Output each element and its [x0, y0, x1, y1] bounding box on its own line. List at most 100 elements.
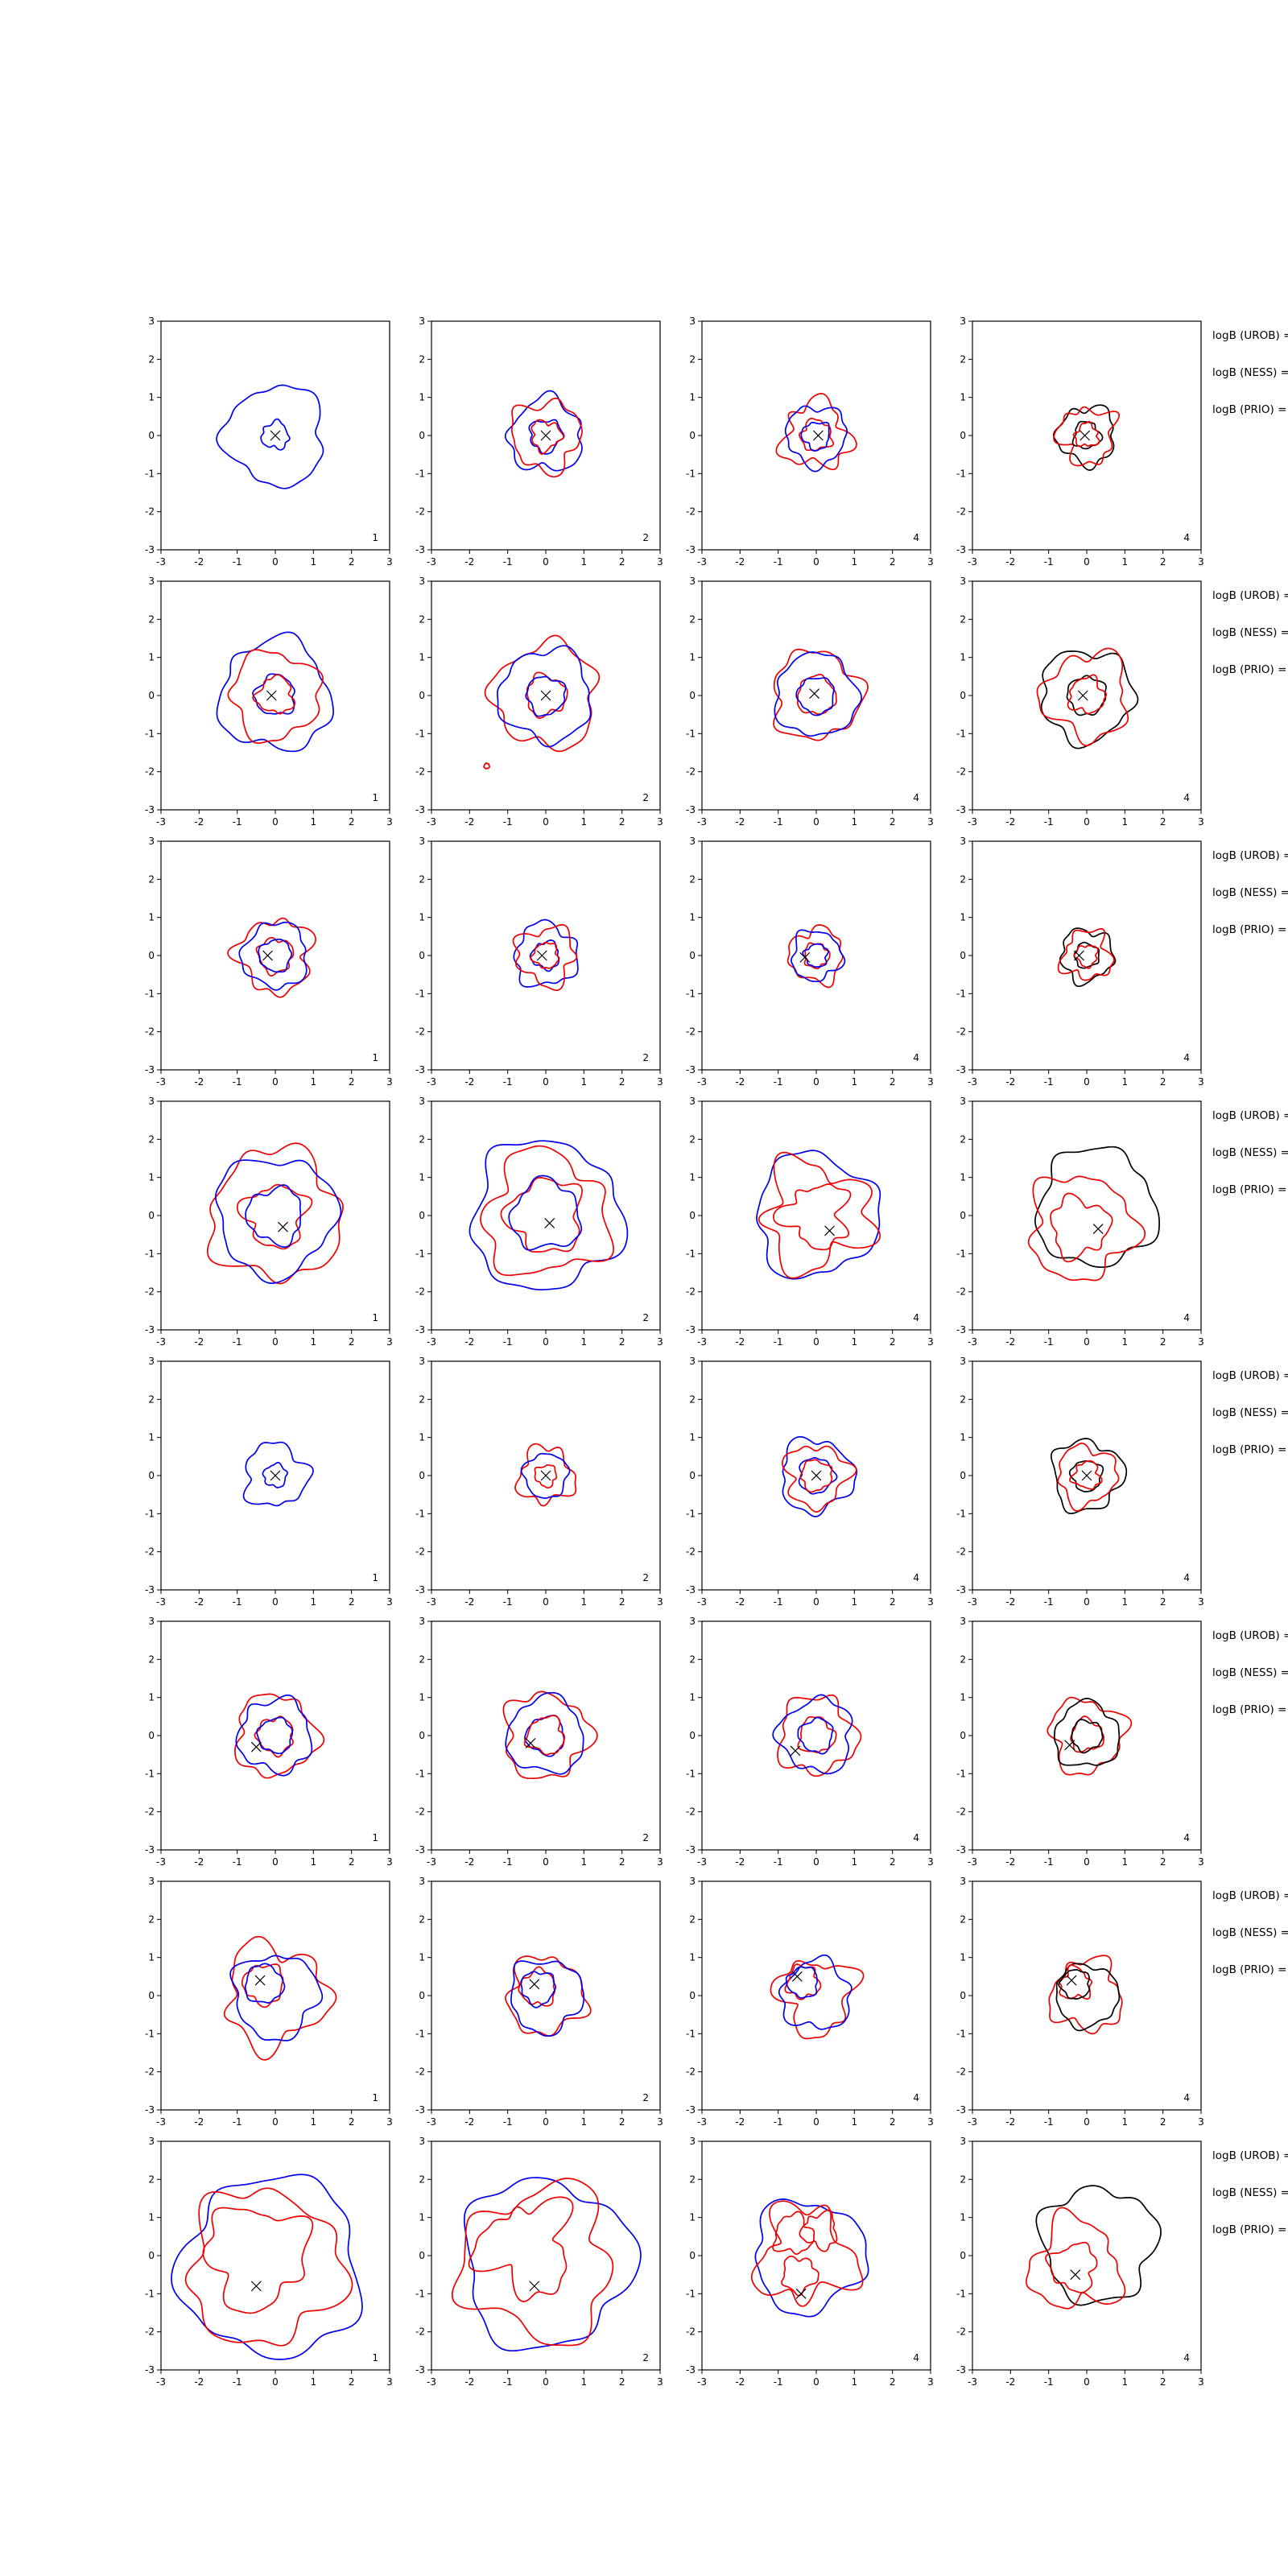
- x-tick-label: 3: [657, 1856, 663, 1868]
- subplot-index-label: 1: [372, 1832, 378, 1843]
- contour-red: [514, 1443, 577, 1507]
- y-tick-label: 1: [419, 1692, 425, 1703]
- y-tick-label: 0: [960, 950, 966, 961]
- y-tick-label: -3: [686, 1324, 696, 1335]
- x-tick-label: 2: [1160, 1076, 1166, 1088]
- contour-red: [468, 2196, 574, 2302]
- x-tick-label: 0: [1084, 2116, 1090, 2128]
- y-tick-label: -3: [956, 544, 966, 555]
- subplot-index-label: 2: [642, 1312, 649, 1323]
- contour-red: [252, 674, 296, 715]
- contour-red: [1072, 420, 1100, 448]
- subplot: -3-3 -2 -2 -1 -1 0 0 1 1 2 2 3 3 4: [686, 1616, 934, 1868]
- x-tick-label: 1: [311, 556, 317, 568]
- y-tick-label: -1: [145, 468, 155, 479]
- y-tick-label: 3: [689, 836, 696, 847]
- y-tick-label: -1: [415, 2288, 425, 2299]
- y-tick-label: 0: [960, 690, 966, 701]
- subplot-index-label: 2: [642, 792, 649, 803]
- x-tick-label: 0: [813, 1856, 819, 1868]
- x-tick-label: -3: [968, 1336, 977, 1348]
- contour-black: [1058, 1968, 1090, 2000]
- subplot-index-label: 4: [1183, 1052, 1190, 1063]
- contour-blue: [504, 390, 583, 472]
- subplot: -3-3 -2 -2 -1 -1 0 0 1 1 2 2 3 3 2: [415, 1096, 663, 1348]
- contour-red: [1057, 1443, 1120, 1512]
- annotation-logb-prio: logB (PRIO) = 1425: [1212, 403, 1288, 416]
- contour-red: [799, 417, 835, 452]
- subplot-index-label: 2: [642, 2092, 649, 2103]
- y-tick-label: 2: [689, 1393, 696, 1405]
- y-tick-label: 0: [419, 1470, 425, 1481]
- y-tick-label: -2: [415, 766, 425, 778]
- x-tick-label: 2: [349, 556, 355, 568]
- x-tick-label: -2: [464, 1596, 474, 1608]
- x-tick-label: 3: [1198, 1076, 1204, 1088]
- x-tick-label: -1: [1044, 1076, 1054, 1088]
- contour-red: [786, 924, 844, 989]
- x-tick-label: 1: [581, 816, 588, 828]
- subplot: -3-3 -2 -2 -1 -1 0 0 1 1 2 2 3 3 2: [415, 1876, 663, 2128]
- contour-red: [781, 2255, 819, 2297]
- y-tick-label: -3: [686, 2104, 696, 2116]
- x-tick-label: 2: [1160, 556, 1166, 568]
- y-tick-label: 1: [148, 1692, 155, 1703]
- y-tick-label: 1: [148, 1172, 155, 1183]
- axes-box: [160, 1620, 390, 1851]
- x-tick-label: 0: [272, 556, 279, 568]
- y-tick-label: 3: [419, 576, 425, 587]
- contour-red: [1027, 1175, 1146, 1282]
- x-tick-label: -3: [968, 2376, 977, 2388]
- cross-marker: [795, 2288, 807, 2299]
- axes-box: [431, 1100, 661, 1331]
- annotation-logb-ness: logB (NESS) = -0.5: [1212, 886, 1288, 899]
- x-tick-label: -1: [233, 1076, 242, 1088]
- contour-blue: [244, 1963, 286, 2004]
- y-tick-label: 1: [960, 1432, 966, 1443]
- cross-marker: [1080, 430, 1091, 441]
- x-tick-label: -3: [156, 2376, 166, 2388]
- x-tick-label: -3: [697, 1856, 707, 1868]
- y-tick-label: 2: [689, 1653, 696, 1665]
- x-tick-label: -2: [194, 1076, 204, 1088]
- x-tick-label: 3: [1198, 556, 1204, 568]
- x-tick-label: -1: [774, 2116, 783, 2128]
- annotation-logb-prio: logB (PRIO) = 1477: [1212, 1963, 1288, 1976]
- y-tick-label: -2: [145, 1546, 155, 1558]
- y-tick-label: -2: [415, 2066, 425, 2078]
- x-tick-label: 0: [272, 2376, 279, 2388]
- y-tick-label: 0: [148, 1730, 155, 1741]
- y-tick-label: 1: [960, 1172, 966, 1183]
- x-tick-label: 0: [272, 1076, 279, 1088]
- subplot: -3-3 -2 -2 -1 -1 0 0 1 1 2 2 3 3 2: [415, 836, 663, 1088]
- annotation-logb-urob: logB (UROB) = 144: [1212, 1369, 1288, 1382]
- y-tick-label: -1: [145, 2288, 155, 2299]
- y-tick-label: 3: [960, 2136, 966, 2147]
- subplot-index-label: 1: [372, 2092, 378, 2103]
- y-tick-label: -3: [415, 804, 425, 815]
- contour-red: [530, 941, 560, 969]
- y-tick-label: -2: [686, 1546, 696, 1558]
- contour-blue: [774, 651, 863, 737]
- annotation-logb-urob: logB (UROB) = 142: [1212, 329, 1288, 342]
- subplot: -3-3 -2 -2 -1 -1 0 0 1 1 2 2 3 3 4: [956, 1616, 1204, 1868]
- x-tick-label: 0: [813, 2376, 819, 2388]
- contour-red: [526, 671, 568, 719]
- x-tick-label: 2: [619, 1596, 625, 1608]
- x-tick-label: 0: [813, 1596, 819, 1608]
- x-tick-label: 1: [1122, 1076, 1129, 1088]
- x-tick-label: 3: [386, 556, 393, 568]
- subplot-index-label: 4: [913, 532, 919, 543]
- y-tick-label: 3: [689, 1356, 696, 1367]
- axes-box: [972, 1620, 1202, 1851]
- x-tick-label: -2: [1005, 1596, 1015, 1608]
- cross-marker: [811, 1470, 822, 1481]
- y-tick-label: -2: [956, 506, 966, 518]
- subplot-index-label: 2: [642, 1052, 649, 1063]
- x-tick-label: -3: [697, 556, 707, 568]
- x-tick-label: -2: [464, 2116, 474, 2128]
- x-tick-label: 1: [311, 1856, 317, 1868]
- x-tick-label: -2: [735, 1856, 745, 1868]
- y-tick-label: 3: [419, 2136, 425, 2147]
